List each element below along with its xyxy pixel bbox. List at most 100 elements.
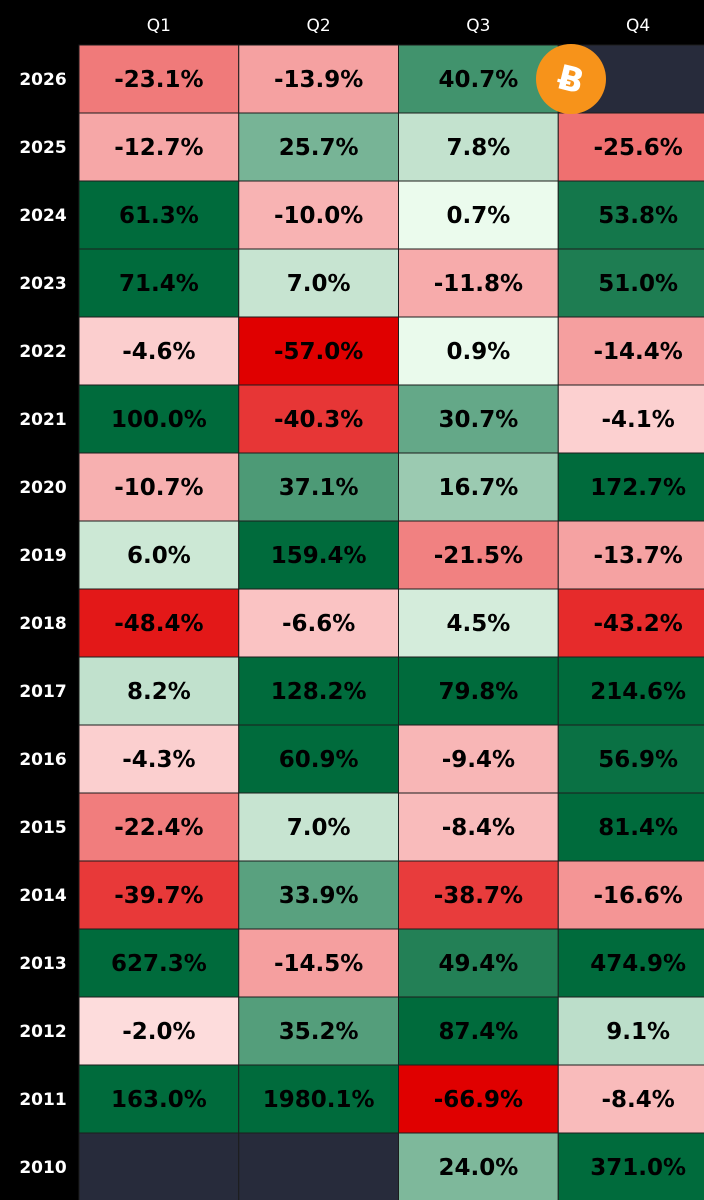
cell-2018-q3 xyxy=(398,588,559,658)
row-label-2019: 2019 xyxy=(19,546,66,566)
cell-2010-q1 xyxy=(78,1132,240,1200)
row-label-2025: 2025 xyxy=(19,138,66,158)
cell-2014-q4 xyxy=(557,860,704,930)
cell-label-2011-q1: 163.0% xyxy=(111,1087,207,1113)
cell-label-2025-q4: -25.6% xyxy=(593,135,682,161)
cell-2023-q1 xyxy=(78,248,240,318)
cell-2013-q2 xyxy=(238,928,399,998)
row-label-2016: 2016 xyxy=(19,750,66,770)
cell-2020-q3 xyxy=(398,452,559,522)
cell-label-2021-q1: 100.0% xyxy=(111,407,207,433)
cell-2025-q4 xyxy=(557,112,704,182)
cell-2010-q4 xyxy=(557,1132,704,1200)
cell-label-2021-q3: 30.7% xyxy=(438,407,518,433)
cell-2019-q1 xyxy=(78,520,240,590)
cell-label-2018-q4: -43.2% xyxy=(593,611,682,637)
cell-label-2020-q4: 172.7% xyxy=(590,475,686,501)
cell-2017-q3 xyxy=(398,656,559,726)
cell-2015-q2 xyxy=(238,792,399,862)
row-label-2023: 2023 xyxy=(19,274,66,294)
cell-2023-q2 xyxy=(238,248,399,318)
cell-label-2025-q2: 25.7% xyxy=(279,135,359,161)
cell-2011-q1 xyxy=(78,1064,240,1134)
bitcoin-logo: Ƀ xyxy=(536,44,606,114)
cell-label-2017-q1: 8.2% xyxy=(127,679,191,705)
cell-label-2018-q1: -48.4% xyxy=(114,611,203,637)
cell-label-2014-q3: -38.7% xyxy=(434,883,523,909)
cell-label-2016-q3: -9.4% xyxy=(442,747,515,773)
cell-label-2011-q3: -66.9% xyxy=(434,1087,523,1113)
row-label-2012: 2012 xyxy=(19,1022,66,1042)
cell-2025-q1 xyxy=(78,112,240,182)
cell-2025-q2 xyxy=(238,112,399,182)
bitcoin-icon xyxy=(536,44,606,114)
cell-2026-q3 xyxy=(398,44,559,114)
column-labels: Q1 Q2 Q3 Q4 xyxy=(147,16,650,36)
cell-label-2024-q1: 61.3% xyxy=(119,203,199,229)
row-label-2020: 2020 xyxy=(19,478,66,498)
cell-2010-q3 xyxy=(398,1132,559,1200)
cell-2017-q4 xyxy=(557,656,704,726)
column-label-q1: Q1 xyxy=(147,16,171,36)
row-label-2013: 2013 xyxy=(19,954,66,974)
cell-label-2019-q2: 159.4% xyxy=(271,543,367,569)
cell-label-2019-q4: -13.7% xyxy=(593,543,682,569)
cell-label-2022-q1: -4.6% xyxy=(122,339,195,365)
cell-label-2024-q4: 53.8% xyxy=(598,203,678,229)
cell-2024-q4 xyxy=(557,180,704,250)
cell-label-2015-q1: -22.4% xyxy=(114,815,203,841)
cell-label-2013-q2: -14.5% xyxy=(274,951,363,977)
cell-2024-q3 xyxy=(398,180,559,250)
cell-label-2011-q4: -8.4% xyxy=(601,1087,674,1113)
cell-label-2026-q3: 40.7% xyxy=(438,67,518,93)
cell-label-2013-q3: 49.4% xyxy=(438,951,518,977)
cell-label-2016-q4: 56.9% xyxy=(598,747,678,773)
cell-2021-q1 xyxy=(78,384,240,454)
heatmap-cells: -23.1% -13.9% 40.7% -12.7% 25.7% 7.8% -25.6% 61… xyxy=(78,44,704,1200)
cell-2014-q1 xyxy=(78,860,240,930)
cell-label-2026-q1: -23.1% xyxy=(114,67,203,93)
column-label-q2: Q2 xyxy=(307,16,331,36)
cell-label-2015-q4: 81.4% xyxy=(598,815,678,841)
cell-label-2026-q2: -13.9% xyxy=(274,67,363,93)
cell-2011-q3 xyxy=(398,1064,559,1134)
cell-label-2010-q3: 24.0% xyxy=(438,1155,518,1181)
cell-2022-q2 xyxy=(238,316,399,386)
row-label-2017: 2017 xyxy=(19,682,66,702)
cell-label-2023-q4: 51.0% xyxy=(598,271,678,297)
cell-label-2013-q4: 474.9% xyxy=(590,951,686,977)
cell-2023-q3 xyxy=(398,248,559,318)
cell-label-2020-q1: -10.7% xyxy=(114,475,203,501)
cell-label-2017-q4: 214.6% xyxy=(590,679,686,705)
cell-2018-q2 xyxy=(238,588,399,658)
cell-label-2014-q2: 33.9% xyxy=(279,883,359,909)
row-label-2018: 2018 xyxy=(19,614,66,634)
cell-label-2014-q4: -16.6% xyxy=(593,883,682,909)
cell-2021-q4 xyxy=(557,384,704,454)
cell-label-2022-q3: 0.9% xyxy=(446,339,510,365)
cell-2026-q2 xyxy=(238,44,399,114)
row-label-2024: 2024 xyxy=(19,206,66,226)
cell-2016-q2 xyxy=(238,724,399,794)
cell-2015-q4 xyxy=(557,792,704,862)
cell-label-2012-q3: 87.4% xyxy=(438,1019,518,1045)
cell-2016-q4 xyxy=(557,724,704,794)
cell-label-2023-q2: 7.0% xyxy=(287,271,351,297)
column-label-q3: Q3 xyxy=(466,16,490,36)
cell-label-2012-q1: -2.0% xyxy=(122,1019,195,1045)
cell-label-2021-q4: -4.1% xyxy=(601,407,674,433)
cell-label-2020-q2: 37.1% xyxy=(279,475,359,501)
cell-2022-q4 xyxy=(557,316,704,386)
cell-label-2015-q3: -8.4% xyxy=(442,815,515,841)
cell-label-2014-q1: -39.7% xyxy=(114,883,203,909)
cell-2021-q3 xyxy=(398,384,559,454)
cell-2020-q4 xyxy=(557,452,704,522)
cell-label-2019-q3: -21.5% xyxy=(434,543,523,569)
cell-2024-q2 xyxy=(238,180,399,250)
cell-label-2016-q2: 60.9% xyxy=(279,747,359,773)
cell-2013-q4 xyxy=(557,928,704,998)
cell-label-2019-q1: 6.0% xyxy=(127,543,191,569)
cell-2022-q3 xyxy=(398,316,559,386)
cell-2019-q4 xyxy=(557,520,704,590)
cell-2012-q2 xyxy=(238,996,399,1066)
